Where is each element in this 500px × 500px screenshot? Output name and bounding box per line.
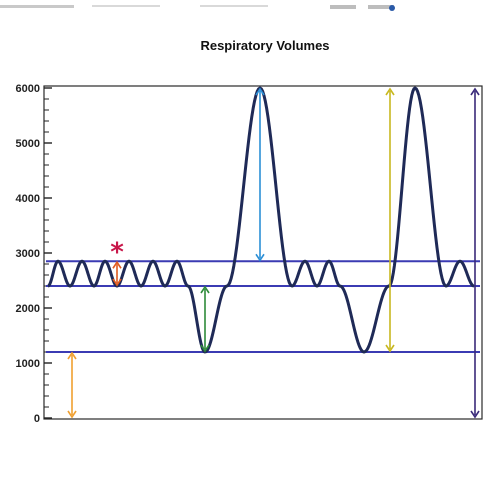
y-tick-label: 5000	[16, 138, 40, 150]
volume-arrow	[385, 87, 395, 353]
toolbar-field-mid2	[200, 5, 268, 7]
arrow-head-bottom	[200, 344, 210, 353]
y-axis: 0 1000 2000 3000 4000 5000 6000	[16, 83, 52, 425]
volume-curve	[46, 86, 475, 354]
y-tick-label: 4000	[16, 193, 40, 205]
volume-arrow	[255, 87, 265, 262]
toolbar-button-2[interactable]	[368, 5, 394, 9]
arrow-head-top	[385, 87, 395, 96]
toolbar-status-icon	[389, 5, 395, 11]
toolbar-fragments	[0, 5, 395, 11]
arrow-head-top	[112, 260, 122, 269]
arrow-head-top	[255, 87, 265, 96]
volume-curve-line	[46, 86, 475, 354]
top-toolbar-strip	[0, 0, 500, 11]
y-tick-label: 0	[34, 413, 40, 425]
volume-arrow	[67, 351, 77, 419]
arrow-head-top	[67, 351, 77, 360]
arrow-head-top	[200, 285, 210, 294]
toolbar-field-mid	[92, 5, 160, 7]
y-tick-label: 2000	[16, 303, 40, 315]
volume-arrow	[112, 260, 122, 287]
arrow-head-bottom	[470, 410, 480, 419]
toolbar-button[interactable]	[330, 5, 356, 9]
volume-arrow	[470, 87, 480, 419]
toolbar-field-left	[0, 5, 74, 8]
y-tick-label: 3000	[16, 248, 40, 260]
chart-title: Respiratory Volumes	[200, 38, 329, 53]
arrow-head-bottom	[67, 410, 77, 419]
arrow-head-top	[470, 87, 480, 96]
volume-arrow	[200, 285, 210, 353]
y-tick-label: 6000	[16, 83, 40, 95]
y-tick-label: 1000	[16, 358, 40, 370]
arrow-head-bottom	[385, 344, 395, 353]
arrow-head-bottom	[112, 278, 122, 287]
tidal-marker: *	[110, 237, 124, 267]
volume-arrows	[67, 87, 480, 419]
arrow-head-bottom	[255, 253, 265, 262]
asterisk-marker: *	[110, 237, 124, 267]
